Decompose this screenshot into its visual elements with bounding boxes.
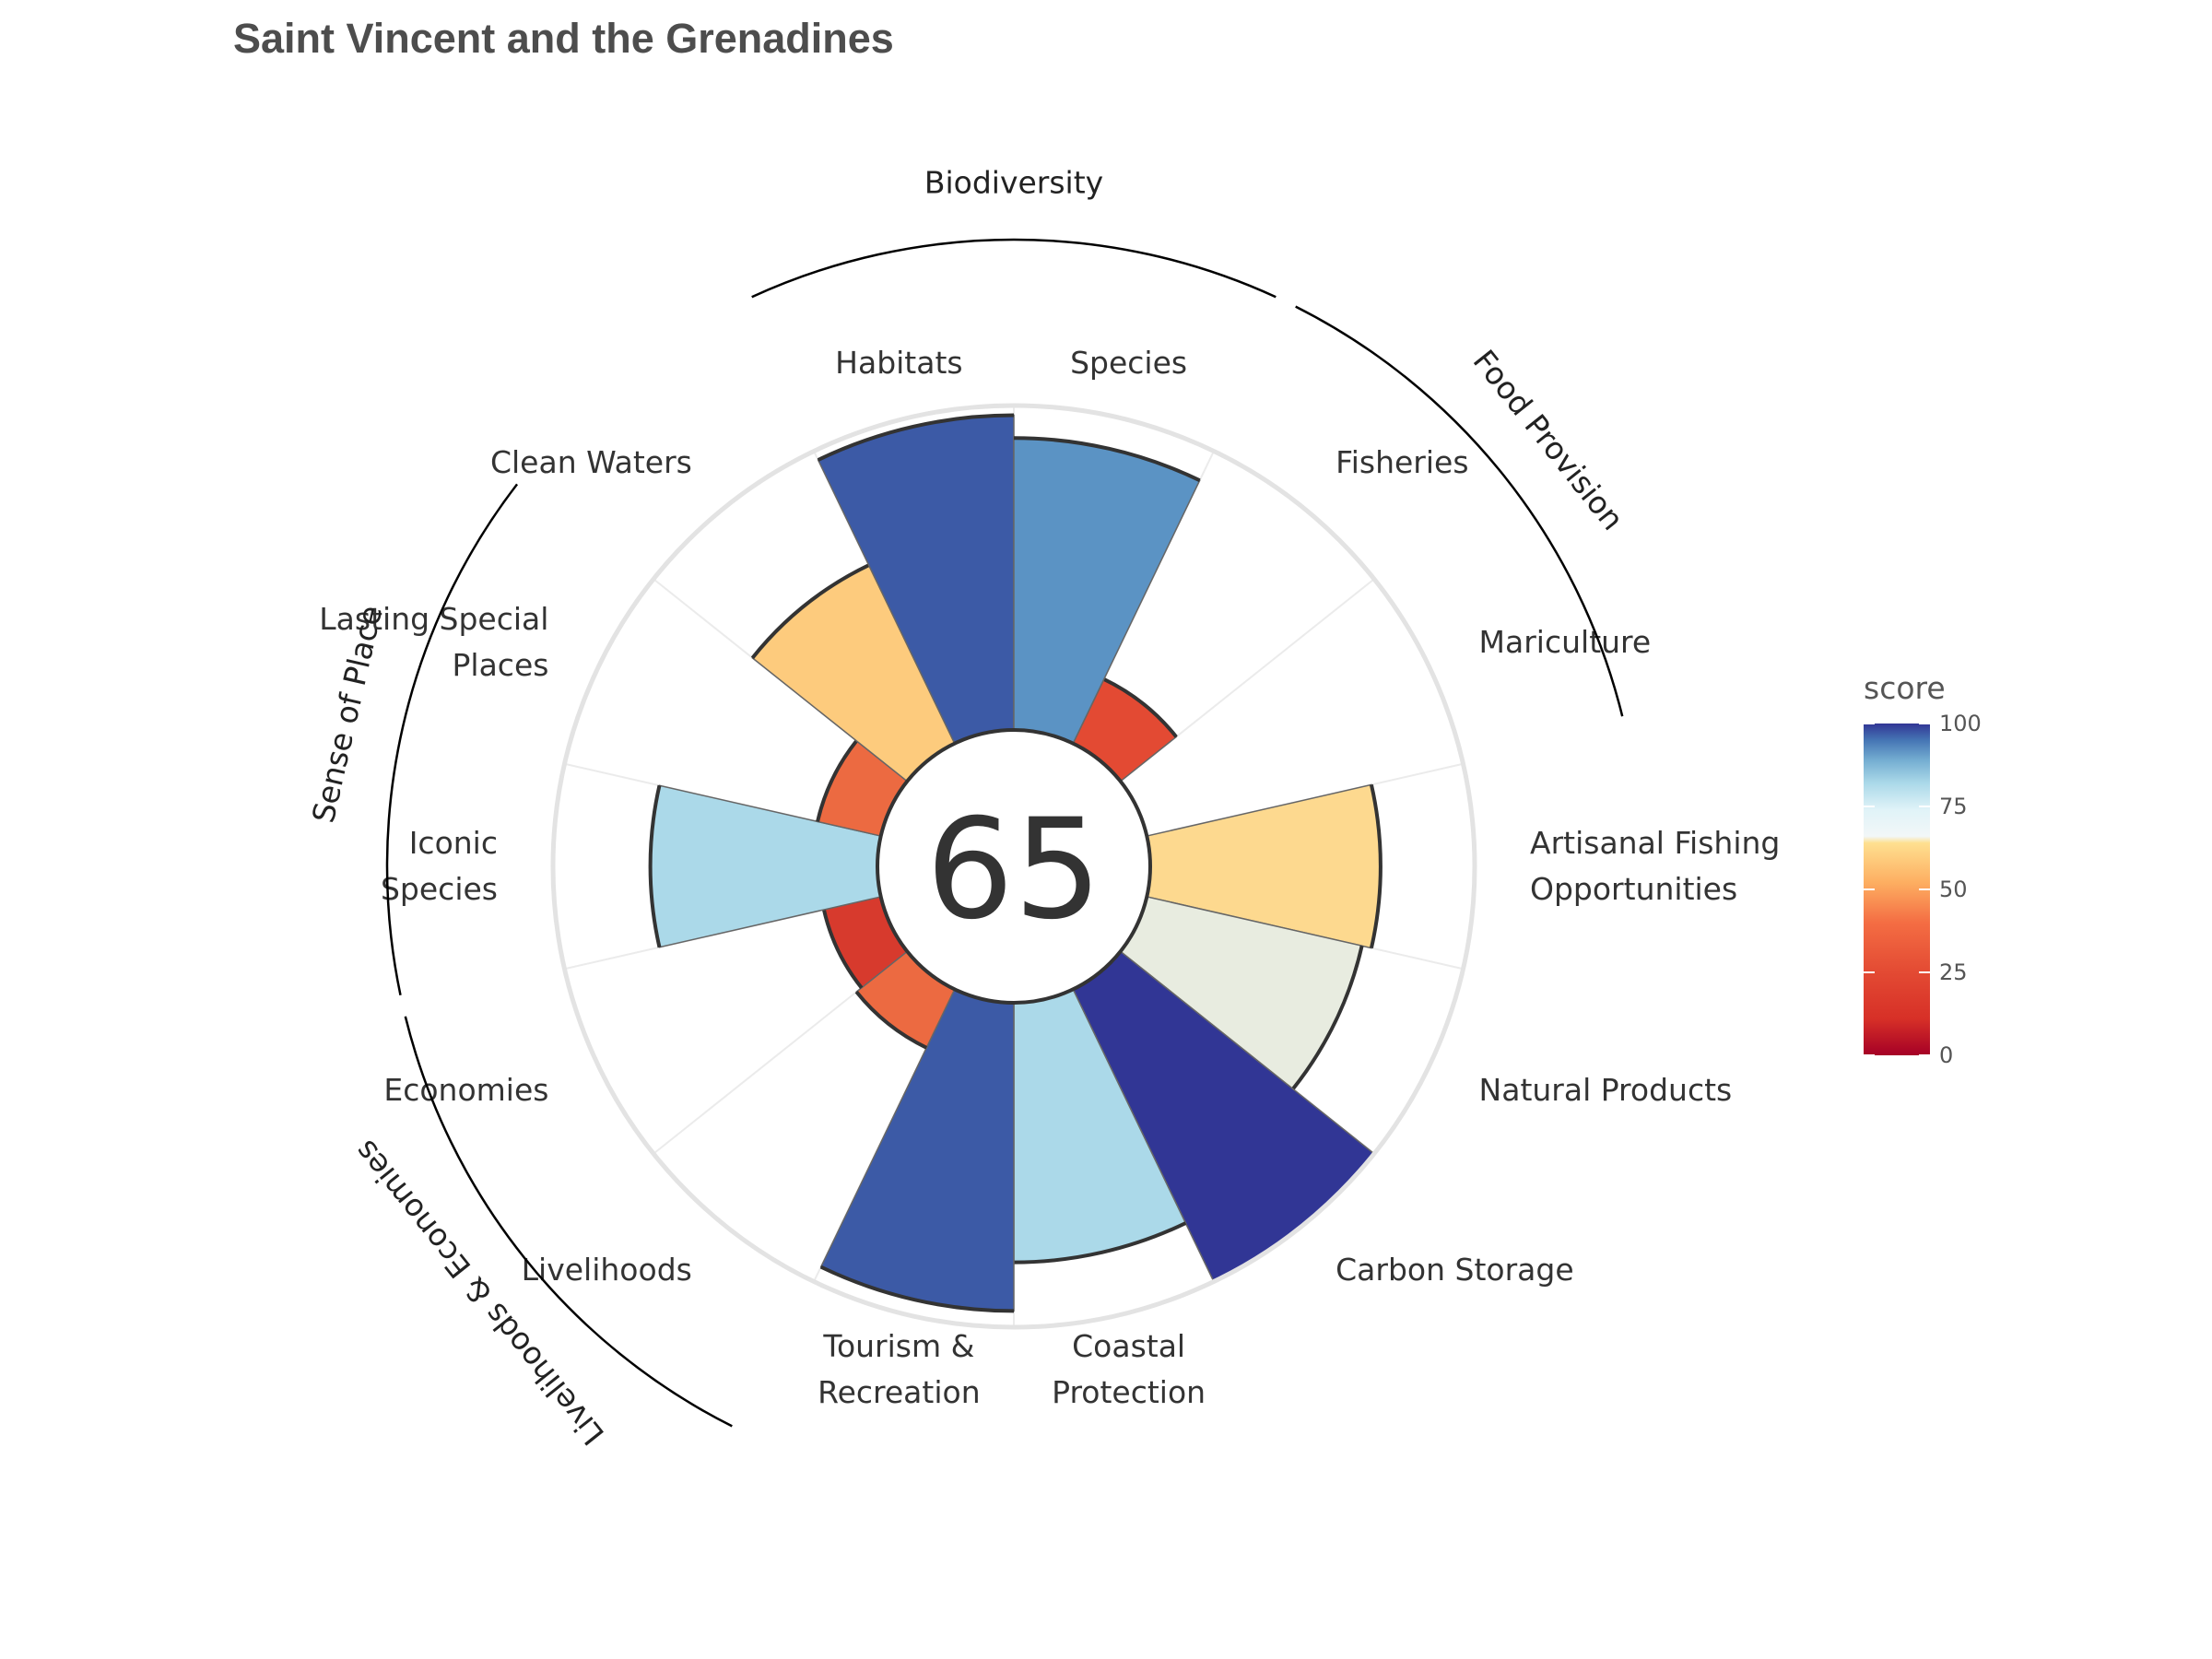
- petal-outline: [1102, 677, 1178, 738]
- group-label: Biodiversity: [924, 165, 1103, 201]
- petal-outline: [1369, 784, 1382, 948]
- petal-outline: [648, 784, 662, 948]
- petal-outline: [817, 413, 1015, 462]
- petal-outline: [854, 990, 928, 1050]
- outer-circle: [550, 403, 1477, 1330]
- petal-outline: [816, 739, 858, 822]
- petal-outline: [821, 909, 864, 990]
- legend-tick-label: 75: [1939, 794, 1968, 819]
- petal-label: Habitats: [835, 345, 962, 381]
- petal-label: Lasting Special Places: [319, 601, 548, 683]
- petal-label: Species: [1070, 345, 1187, 381]
- petal-label: Carbon Storage: [1335, 1252, 1574, 1288]
- petal-label: Iconic Species: [381, 825, 498, 907]
- center-circle: [876, 728, 1152, 1005]
- petal-label: Mariculture: [1479, 624, 1652, 660]
- petal-outline: [1291, 945, 1364, 1090]
- petal-label: Natural Products: [1479, 1072, 1733, 1108]
- petal-label: Clean Waters: [490, 444, 692, 480]
- petal-label: Artisanal Fishing Opportunities: [1530, 825, 1780, 907]
- outer-ring: [550, 403, 1477, 1330]
- petal-outline: [1013, 436, 1201, 483]
- petal-label: Livelihoods: [522, 1252, 692, 1288]
- center-score: 65: [926, 790, 1102, 950]
- petals: [648, 413, 1382, 1313]
- chart-title: Saint Vincent and the Grenadines: [233, 15, 894, 62]
- legend-title: score: [1864, 670, 1946, 706]
- group-label: Livelihoods & Economies: [347, 1134, 612, 1453]
- legend-tick-label: 0: [1939, 1042, 1953, 1068]
- group-label: Sense of Place: [305, 602, 389, 826]
- score-legend: score 100 75 50 25 0: [1864, 670, 1982, 1068]
- group-arc: [1295, 305, 1624, 717]
- group-arc: [404, 1016, 733, 1428]
- petal-outline: [750, 563, 870, 660]
- group-label: Food Provision: [1466, 343, 1631, 537]
- petal-label: Fisheries: [1335, 444, 1468, 480]
- petal-label: Economies: [383, 1072, 548, 1108]
- petal-labels: Fisheries Mariculture Artisanal Fishing Opp…: [319, 345, 1780, 1410]
- petal-label: Coastal Protection: [1052, 1328, 1206, 1410]
- petal-outline: [819, 1265, 1015, 1313]
- petal-outline: [1013, 1221, 1187, 1265]
- legend-tick-label: 50: [1939, 877, 1968, 902]
- petal-label: Tourism & Recreation: [818, 1328, 980, 1410]
- group-arc: [751, 238, 1277, 299]
- group-arc: [385, 483, 519, 995]
- legend-tick-label: 100: [1939, 711, 1982, 736]
- legend-tick-label: 25: [1939, 959, 1968, 985]
